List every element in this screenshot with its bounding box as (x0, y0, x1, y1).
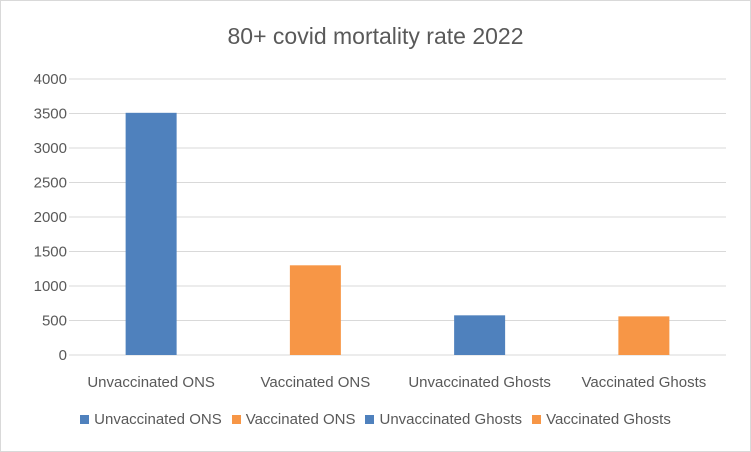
legend-label: Unvaccinated ONS (94, 411, 222, 428)
x-tick-label: Unvaccinated Ghosts (408, 374, 551, 391)
legend: Unvaccinated ONS Vaccinated ONS Unvaccin… (1, 411, 750, 428)
y-tick-label: 3000 (34, 140, 67, 157)
bar (125, 112, 177, 355)
y-tick-label: 4000 (34, 71, 67, 88)
y-tick-label: 2500 (34, 175, 67, 192)
bar (618, 316, 670, 355)
y-tick-label: 500 (42, 313, 67, 330)
legend-swatch (80, 415, 90, 424)
y-tick-label: 0 (59, 347, 67, 364)
legend-item-unvaccinated-ghosts: Unvaccinated Ghosts (365, 411, 522, 428)
bar (289, 265, 341, 355)
legend-label: Vaccinated Ghosts (546, 411, 671, 428)
legend-label: Vaccinated ONS (245, 411, 356, 428)
legend-swatch (231, 415, 241, 424)
legend-item-vaccinated-ghosts: Vaccinated Ghosts (532, 411, 671, 428)
legend-swatch (365, 415, 375, 424)
legend-item-unvaccinated-ons: Unvaccinated ONS (80, 411, 222, 428)
x-tick-label: Unvaccinated ONS (87, 374, 215, 391)
legend-swatch (532, 415, 542, 424)
legend-label: Unvaccinated Ghosts (379, 411, 523, 428)
legend-item-vaccinated-ons: Vaccinated ONS (231, 411, 356, 428)
y-tick-label: 3500 (34, 106, 67, 123)
y-tick-label: 2000 (34, 209, 67, 226)
x-tick-label: Vaccinated Ghosts (581, 374, 706, 391)
bar (454, 315, 506, 355)
chart-title: 80+ covid mortality rate 2022 (227, 23, 524, 49)
y-tick-label: 1500 (34, 244, 67, 261)
x-tick-label: Vaccinated ONS (260, 374, 370, 391)
y-tick-label: 1000 (34, 278, 67, 295)
